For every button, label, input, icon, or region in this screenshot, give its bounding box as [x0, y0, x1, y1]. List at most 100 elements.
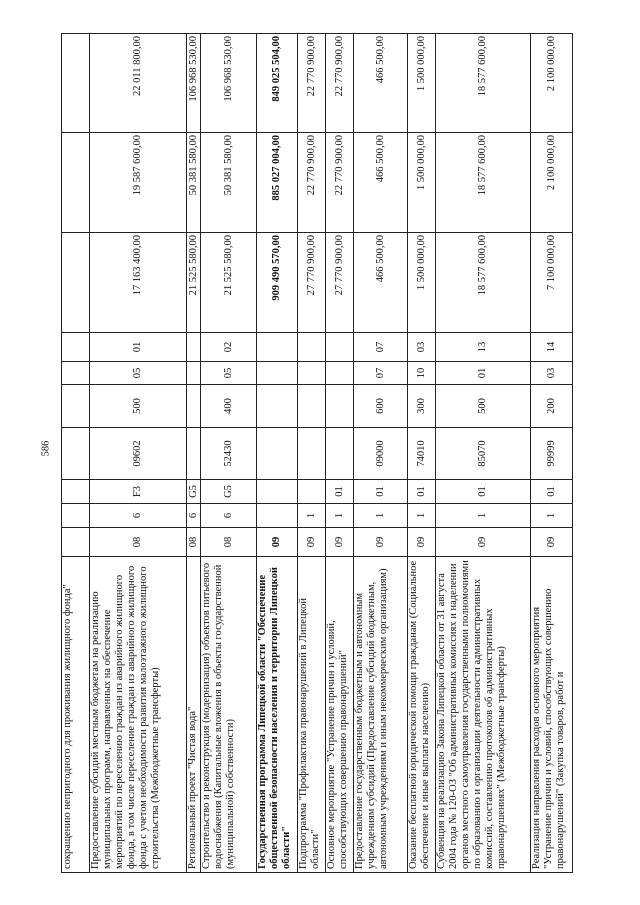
description-text: Государственная программа Липецкой облас…	[257, 567, 292, 869]
section-cell: 03	[530, 361, 573, 385]
table-row: Основное мероприятие "Устранение причин …	[325, 33, 354, 873]
amount-year3-cell: 466 500,00	[353, 33, 408, 133]
description-text: Основное мероприятие "Устранение причин …	[326, 620, 349, 869]
event-code-cell: 01	[530, 479, 573, 504]
expense-type-cell	[186, 384, 201, 428]
expense-direction-cell	[256, 427, 298, 480]
expense-type-cell: 300	[407, 384, 436, 428]
amount-year1-cell: 7 100 000,00	[530, 232, 573, 333]
subprogram-code-cell	[256, 503, 298, 528]
expense-type-cell: 600	[353, 384, 408, 428]
expense-direction-cell: 74010	[407, 427, 436, 480]
subsection-cell	[61, 332, 90, 362]
section-cell	[186, 361, 201, 385]
amount-year2-cell	[61, 132, 90, 233]
amount-year3-cell: 22 011 800,00	[89, 33, 187, 133]
amount-year1-cell	[61, 232, 90, 333]
section-cell: 05	[200, 361, 257, 385]
description-cell: Реализация направления расходов основног…	[530, 556, 573, 873]
subsection-cell: 14	[530, 332, 573, 362]
amount-year1-cell: 466 500,00	[353, 232, 408, 333]
amount-year1-cell: 1 500 000,00	[407, 232, 436, 333]
amount-year3-cell: 1 500 000,00	[407, 33, 436, 133]
expense-direction-cell	[186, 427, 201, 480]
description-text: Подпрограмма "Профилактика правонарушени…	[298, 598, 321, 869]
subsection-cell: 01	[89, 332, 187, 362]
amount-year2-cell: 22 770 900,00	[325, 132, 354, 233]
subsection-cell	[256, 332, 298, 362]
subsection-cell	[186, 332, 201, 362]
expense-type-cell: 200	[530, 384, 573, 428]
event-code-cell: G5	[186, 479, 201, 504]
description-text: Региональный проект "Чистая вода"	[187, 706, 198, 869]
event-code-cell: 01	[435, 479, 531, 504]
table-row: Предоставление субсидий местным бюджетам…	[89, 33, 187, 873]
table-row: Предоставление государственным бюджетным…	[353, 33, 408, 873]
description-text: Предоставление государственным бюджетным…	[354, 568, 389, 869]
description-cell: Субвенция на реализацию Закона Липецкой …	[435, 556, 531, 873]
amount-year3-cell: 106 968 530,00	[186, 33, 201, 133]
section-cell: 05	[89, 361, 187, 385]
table-row: сокращению непригодного для проживания ж…	[61, 33, 90, 873]
amount-year1-cell: 909 490 570,00	[256, 232, 298, 333]
program-code-cell: 08	[200, 527, 257, 557]
description-cell: Государственная программа Липецкой облас…	[256, 556, 298, 873]
page-number: 586	[40, 440, 52, 457]
event-code-cell: G5	[200, 479, 257, 504]
amount-year1-cell: 27 770 900,00	[325, 232, 354, 333]
amount-year1-cell: 21 525 580,00	[200, 232, 257, 333]
amount-year3-cell: 18 577 600,00	[435, 33, 531, 133]
table-row: Региональный проект "Чистая вода" 08 6 G5 21…	[186, 33, 201, 873]
amount-year1-cell: 27 770 900,00	[297, 232, 326, 333]
description-text: Оказание бесплатной юридической помощи г…	[408, 560, 431, 869]
subsection-cell: 07	[353, 332, 408, 362]
expense-direction-cell: 85070	[435, 427, 531, 480]
subprogram-code-cell: 1	[435, 503, 531, 528]
amount-year2-cell: 466 500,00	[353, 132, 408, 233]
description-cell: Строительство и реконструкция (модерниза…	[200, 556, 257, 873]
expense-direction-cell: 09000	[353, 427, 408, 480]
program-code-cell: 09	[353, 527, 408, 557]
table-row: Подпрограмма "Профилактика правонарушени…	[297, 33, 326, 873]
description-cell: Региональный проект "Чистая вода"	[186, 556, 201, 873]
amount-year3-cell: 22 770 900,00	[325, 33, 354, 133]
description-text: Субвенция на реализацию Закона Липецкой …	[436, 560, 507, 869]
expense-type-cell	[297, 384, 326, 428]
subprogram-code-cell: 1	[325, 503, 354, 528]
program-code-cell: 08	[186, 527, 201, 557]
subprogram-code-cell: 6	[186, 503, 201, 528]
subprogram-code-cell: 1	[530, 503, 573, 528]
subprogram-code-cell: 6	[89, 503, 187, 528]
section-cell	[61, 361, 90, 385]
expense-direction-cell	[297, 427, 326, 480]
subsection-cell: 13	[435, 332, 531, 362]
program-code-cell: 09	[297, 527, 326, 557]
subsection-cell	[325, 332, 354, 362]
amount-year2-cell: 19 587 600,00	[89, 132, 187, 233]
description-text: Предоставление субсидий местным бюджетам…	[90, 565, 161, 869]
description-cell: сокращению непригодного для проживания ж…	[61, 556, 90, 873]
section-cell	[325, 361, 354, 385]
description-text: Реализация направления расходов основног…	[531, 588, 566, 869]
budget-table-rotated: сокращению непригодного для проживания ж…	[61, 33, 573, 873]
program-code-cell: 09	[325, 527, 354, 557]
expense-type-cell: 500	[435, 384, 531, 428]
event-code-cell: F3	[89, 479, 187, 504]
expense-type-cell	[256, 384, 298, 428]
description-text: Строительство и реконструкция (модерниза…	[201, 562, 236, 869]
expense-direction-cell	[61, 427, 90, 480]
subprogram-code-cell: 1	[353, 503, 408, 528]
program-code-cell: 09	[256, 527, 298, 557]
subprogram-code-cell: 1	[407, 503, 436, 528]
event-code-cell: 01	[353, 479, 408, 504]
description-cell: Подпрограмма "Профилактика правонарушени…	[297, 556, 326, 873]
event-code-cell	[256, 479, 298, 504]
table-row: Оказание бесплатной юридической помощи г…	[407, 33, 436, 873]
amount-year1-cell: 21 525 580,00	[186, 232, 201, 333]
amount-year2-cell: 50 381 580,00	[200, 132, 257, 233]
program-code-cell: 08	[89, 527, 187, 557]
expense-direction-cell: 99999	[530, 427, 573, 480]
event-code-cell	[297, 479, 326, 504]
description-cell: Основное мероприятие "Устранение причин …	[325, 556, 354, 873]
subsection-cell: 02	[200, 332, 257, 362]
